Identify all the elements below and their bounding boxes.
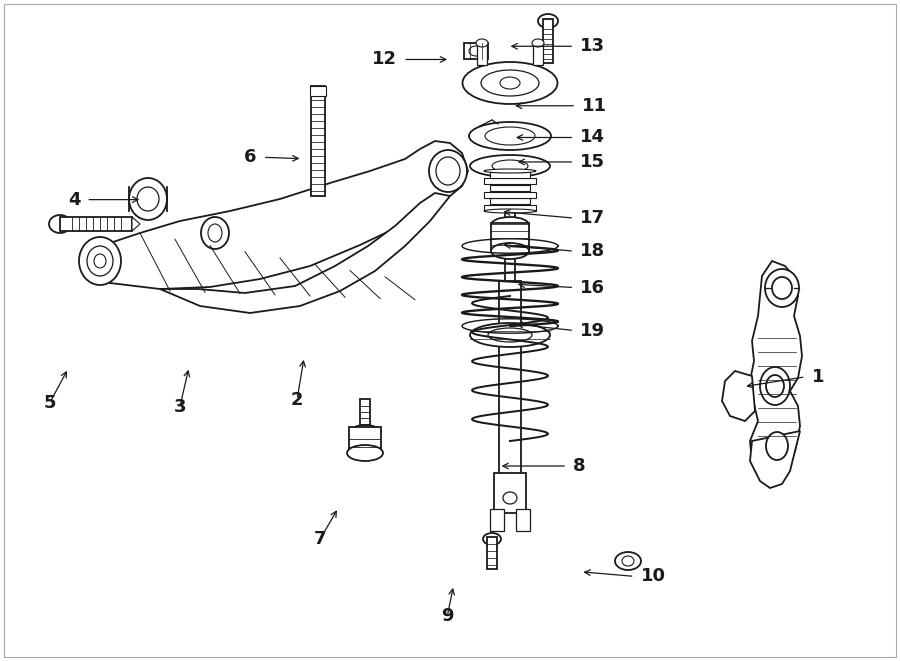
Text: 6: 6 [244,148,256,167]
Ellipse shape [94,254,106,268]
Text: 17: 17 [580,209,605,227]
Ellipse shape [137,187,159,211]
Polygon shape [750,431,800,488]
Bar [310,86,326,96]
Ellipse shape [49,215,71,233]
Ellipse shape [351,425,379,437]
Bar [490,185,530,191]
Ellipse shape [470,155,550,177]
Bar [311,86,325,196]
Bar [349,427,381,453]
Text: 2: 2 [291,391,303,409]
Ellipse shape [491,217,529,233]
Text: 3: 3 [174,397,186,416]
Ellipse shape [469,46,483,56]
Ellipse shape [499,157,521,175]
Ellipse shape [470,323,550,347]
Ellipse shape [500,77,520,89]
Ellipse shape [463,62,557,104]
Ellipse shape [201,217,229,249]
Bar [490,509,504,531]
Bar [484,178,536,184]
Ellipse shape [488,328,532,342]
Bar [60,217,132,231]
Ellipse shape [481,70,539,96]
Text: 14: 14 [580,128,605,147]
Ellipse shape [79,237,121,285]
Polygon shape [722,371,755,421]
Text: 4: 4 [68,190,80,209]
Text: 10: 10 [641,567,665,586]
Bar [516,509,530,531]
Text: 18: 18 [580,242,606,260]
Ellipse shape [766,375,784,397]
Bar [533,43,543,65]
Text: 19: 19 [580,321,605,340]
Ellipse shape [436,157,460,185]
Text: 12: 12 [373,50,397,69]
Ellipse shape [87,246,113,276]
Text: 5: 5 [43,394,56,412]
Polygon shape [132,217,140,231]
Ellipse shape [503,492,517,504]
Ellipse shape [469,122,551,150]
Ellipse shape [766,432,788,460]
Bar [490,172,530,178]
Ellipse shape [476,39,488,47]
Ellipse shape [485,127,535,145]
Ellipse shape [484,169,536,173]
Ellipse shape [491,243,529,259]
Bar [484,205,536,211]
Bar [499,281,521,476]
Bar [491,223,529,251]
Ellipse shape [484,209,536,213]
Text: 8: 8 [573,457,586,475]
Bar [543,19,553,63]
Ellipse shape [129,178,167,220]
Ellipse shape [772,277,792,299]
Ellipse shape [347,445,383,461]
Ellipse shape [760,367,790,405]
Ellipse shape [765,269,799,307]
Bar [360,399,370,427]
Ellipse shape [615,552,641,570]
Text: 7: 7 [314,529,327,548]
Bar [484,192,536,198]
Bar [494,473,526,513]
Bar [490,198,530,204]
Ellipse shape [429,150,467,192]
Ellipse shape [532,39,544,47]
Polygon shape [160,193,450,313]
Bar [464,43,488,59]
Bar [487,537,497,569]
Polygon shape [750,261,802,484]
Text: 9: 9 [441,607,454,625]
Polygon shape [90,141,468,289]
Ellipse shape [208,224,222,242]
Text: 13: 13 [580,37,605,56]
Ellipse shape [538,14,558,28]
Text: 11: 11 [582,97,607,115]
Text: 15: 15 [580,153,605,171]
Ellipse shape [622,556,634,566]
Text: 16: 16 [580,278,605,297]
Text: 1: 1 [812,368,824,386]
Bar [505,171,515,291]
Ellipse shape [492,160,528,172]
Ellipse shape [483,533,501,545]
Bar [477,43,487,65]
